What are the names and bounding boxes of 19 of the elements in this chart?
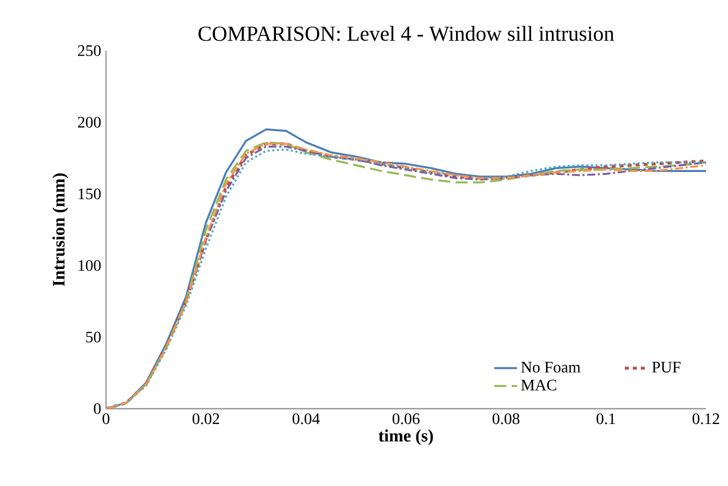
x-tick-label: 0.06 [392,413,420,424]
x-tick-label: 0.12 [692,413,720,424]
x-axis-title: time (s) [378,429,433,446]
y-tick-label: 250 [78,45,101,56]
x-tick-label: 0.04 [292,413,320,424]
legend-label: MAC [521,380,556,390]
chart-title: COMPARISON: Level 4 - Window sill intrusion [198,26,614,42]
y-tick-label: 0 [94,403,101,414]
y-tick-label: 150 [78,188,101,200]
x-tick-label: 0.1 [596,413,616,424]
x-tick-label: 0 [102,413,110,424]
legend-label: No Foam [521,362,580,373]
y-tick-label: 100 [78,260,101,271]
legend-label: PUF [652,362,680,373]
y-tick-label: 50 [86,332,101,342]
y-axis-title: Intrusion (mm) [52,173,68,286]
x-tick-label: 0.02 [192,413,220,424]
x-tick-label: 0.08 [492,413,520,424]
y-tick-label: 200 [78,116,101,128]
